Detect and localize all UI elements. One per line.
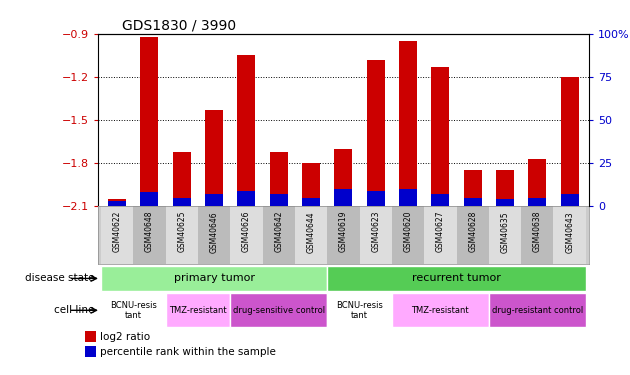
Bar (302, 163, 320, 206)
Bar (327, 206, 360, 264)
Bar (367, 191, 384, 206)
Bar (101, 266, 327, 291)
Bar (85, 331, 96, 342)
Bar (85, 346, 96, 357)
Text: GSM40628: GSM40628 (468, 211, 477, 252)
Bar (464, 170, 481, 206)
Bar (166, 293, 230, 327)
Text: GSM40626: GSM40626 (242, 211, 251, 252)
Text: GSM40619: GSM40619 (339, 211, 348, 252)
Text: TMZ-resistant: TMZ-resistant (169, 306, 227, 315)
Text: TMZ-resistant: TMZ-resistant (411, 306, 469, 315)
Text: primary tumor: primary tumor (173, 273, 255, 284)
Bar (489, 293, 586, 327)
Bar (173, 198, 191, 206)
Text: BCNU-resis
tant: BCNU-resis tant (110, 301, 157, 320)
Text: GSM40644: GSM40644 (307, 211, 316, 252)
Bar (360, 206, 392, 264)
Bar (399, 41, 417, 206)
Text: GSM40622: GSM40622 (113, 211, 122, 252)
Bar (140, 37, 158, 206)
Text: GSM40623: GSM40623 (371, 211, 380, 252)
Bar (335, 149, 352, 206)
Bar (327, 266, 586, 291)
Text: GSM40635: GSM40635 (500, 211, 510, 252)
Text: disease state: disease state (25, 273, 94, 284)
Bar (424, 206, 457, 264)
Text: GSM40646: GSM40646 (210, 211, 219, 252)
Text: cell line: cell line (54, 305, 94, 315)
Text: GSM40627: GSM40627 (436, 211, 445, 252)
Text: GDS1830 / 3990: GDS1830 / 3990 (122, 19, 236, 33)
Bar (489, 206, 521, 264)
Text: drug-resistant control: drug-resistant control (491, 306, 583, 315)
Bar (263, 206, 295, 264)
Bar (392, 293, 489, 327)
Text: log2 ratio: log2 ratio (100, 332, 151, 342)
Text: GSM40625: GSM40625 (177, 211, 186, 252)
Bar (529, 159, 546, 206)
Bar (302, 198, 320, 206)
Bar (399, 189, 417, 206)
Text: GSM40643: GSM40643 (565, 211, 574, 252)
Bar (392, 206, 424, 264)
Bar (166, 206, 198, 264)
Bar (270, 152, 287, 206)
Bar (238, 191, 255, 206)
Bar (529, 198, 546, 206)
Bar (521, 206, 554, 264)
Bar (496, 170, 514, 206)
Bar (561, 194, 578, 206)
Bar (432, 194, 449, 206)
Text: GSM40642: GSM40642 (274, 211, 284, 252)
Bar (101, 206, 133, 264)
Bar (108, 201, 126, 206)
Bar (173, 152, 191, 206)
Bar (295, 206, 327, 264)
Bar (205, 194, 223, 206)
Bar (230, 293, 327, 327)
Bar (108, 199, 126, 206)
Bar (140, 192, 158, 206)
Text: recurrent tumor: recurrent tumor (412, 273, 501, 284)
Text: GSM40638: GSM40638 (533, 211, 542, 252)
Text: drug-sensitive control: drug-sensitive control (232, 306, 324, 315)
Bar (464, 198, 481, 206)
Bar (561, 77, 578, 206)
Text: GSM40648: GSM40648 (145, 211, 154, 252)
Bar (205, 110, 223, 206)
Bar (230, 206, 263, 264)
Bar (133, 206, 166, 264)
Bar (238, 56, 255, 206)
Text: BCNU-resis
tant: BCNU-resis tant (336, 301, 383, 320)
Bar (198, 206, 230, 264)
Bar (270, 194, 287, 206)
Bar (496, 200, 514, 206)
Bar (554, 206, 586, 264)
Bar (367, 60, 384, 206)
Bar (432, 67, 449, 206)
Bar (327, 293, 392, 327)
Bar (101, 293, 166, 327)
Text: percentile rank within the sample: percentile rank within the sample (100, 346, 276, 357)
Text: GSM40620: GSM40620 (403, 211, 413, 252)
Bar (457, 206, 489, 264)
Bar (335, 189, 352, 206)
